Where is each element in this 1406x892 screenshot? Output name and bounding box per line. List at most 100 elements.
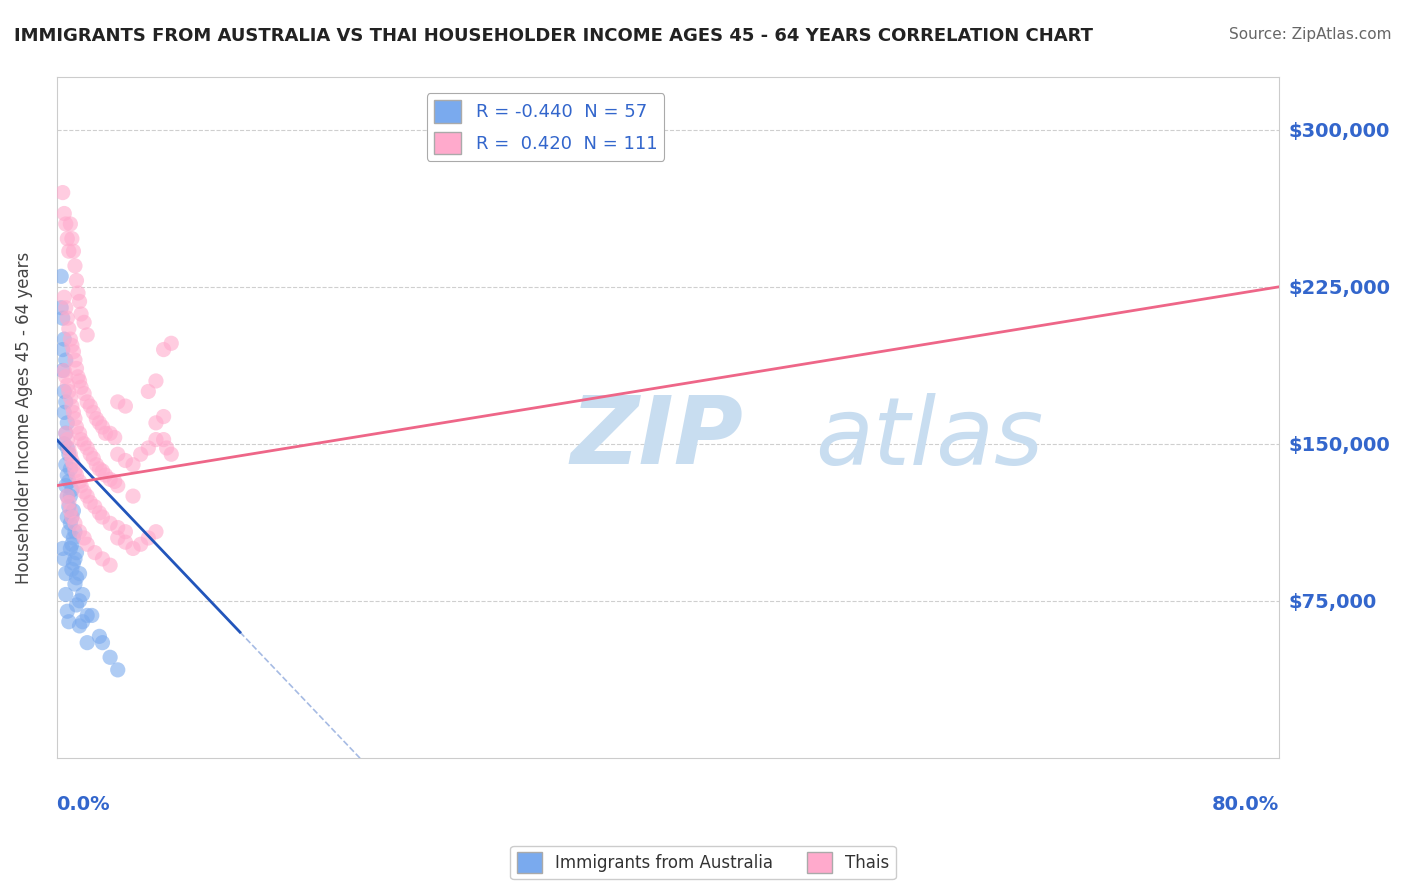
Point bbox=[152, 433, 174, 447]
Point bbox=[65, 420, 87, 434]
Point bbox=[73, 315, 96, 329]
Point bbox=[60, 537, 83, 551]
Point bbox=[91, 464, 114, 478]
Point bbox=[55, 458, 77, 472]
Point bbox=[55, 587, 77, 601]
Point bbox=[152, 409, 174, 424]
Point bbox=[55, 426, 77, 441]
Point bbox=[56, 441, 79, 455]
Point bbox=[53, 437, 76, 451]
Point bbox=[58, 500, 80, 514]
Point bbox=[98, 558, 121, 573]
Point bbox=[53, 332, 76, 346]
Text: IMMIGRANTS FROM AUSTRALIA VS THAI HOUSEHOLDER INCOME AGES 45 - 64 YEARS CORRELAT: IMMIGRANTS FROM AUSTRALIA VS THAI HOUSEH… bbox=[14, 27, 1092, 45]
Point bbox=[65, 598, 87, 612]
Y-axis label: Householder Income Ages 45 - 64 years: Householder Income Ages 45 - 64 years bbox=[15, 252, 32, 583]
Point bbox=[59, 447, 82, 461]
Point bbox=[53, 405, 76, 419]
Point bbox=[55, 426, 77, 441]
Point bbox=[145, 416, 167, 430]
Point bbox=[156, 441, 179, 455]
Point bbox=[53, 384, 76, 399]
Point bbox=[62, 344, 84, 359]
Point bbox=[79, 447, 101, 461]
Point bbox=[60, 453, 83, 467]
Point bbox=[69, 619, 91, 633]
Point bbox=[58, 384, 80, 399]
Point bbox=[55, 566, 77, 581]
Point bbox=[63, 259, 86, 273]
Point bbox=[145, 374, 167, 388]
Point bbox=[62, 458, 84, 472]
Point bbox=[60, 338, 83, 352]
Point bbox=[145, 524, 167, 539]
Point bbox=[107, 531, 129, 545]
Point bbox=[63, 464, 86, 478]
Point bbox=[56, 311, 79, 326]
Point bbox=[51, 301, 73, 315]
Point bbox=[70, 307, 93, 321]
Point bbox=[52, 343, 75, 357]
Point bbox=[122, 541, 145, 556]
Point bbox=[65, 571, 87, 585]
Point bbox=[63, 516, 86, 531]
Point bbox=[51, 269, 73, 284]
Point bbox=[69, 594, 91, 608]
Point bbox=[91, 420, 114, 434]
Point bbox=[58, 441, 80, 455]
Point bbox=[70, 380, 93, 394]
Point bbox=[62, 405, 84, 419]
Point bbox=[69, 524, 91, 539]
Point bbox=[145, 433, 167, 447]
Point bbox=[53, 552, 76, 566]
Point bbox=[55, 369, 77, 384]
Point bbox=[160, 447, 183, 461]
Point bbox=[56, 489, 79, 503]
Point bbox=[60, 232, 83, 246]
Point bbox=[91, 635, 114, 649]
Point bbox=[114, 524, 136, 539]
Point bbox=[82, 451, 104, 466]
Point bbox=[66, 286, 89, 301]
Point bbox=[83, 546, 105, 560]
Point bbox=[58, 495, 80, 509]
Point bbox=[114, 453, 136, 467]
Point bbox=[89, 416, 111, 430]
Point bbox=[72, 587, 94, 601]
Point bbox=[60, 510, 83, 524]
Point bbox=[59, 504, 82, 518]
Point bbox=[65, 546, 87, 560]
Point bbox=[86, 411, 108, 425]
Point bbox=[58, 615, 80, 629]
Point bbox=[76, 489, 98, 503]
Text: ZIP: ZIP bbox=[569, 392, 742, 484]
Point bbox=[52, 311, 75, 326]
Point bbox=[55, 395, 77, 409]
Point bbox=[107, 478, 129, 492]
Point bbox=[58, 244, 80, 259]
Point bbox=[55, 217, 77, 231]
Point bbox=[104, 430, 127, 444]
Point bbox=[56, 378, 79, 392]
Point bbox=[62, 504, 84, 518]
Point bbox=[129, 537, 152, 551]
Point bbox=[76, 608, 98, 623]
Point bbox=[56, 416, 79, 430]
Point bbox=[55, 353, 77, 368]
Text: Source: ZipAtlas.com: Source: ZipAtlas.com bbox=[1229, 27, 1392, 42]
Point bbox=[65, 361, 87, 376]
Point bbox=[114, 535, 136, 549]
Point bbox=[76, 537, 98, 551]
Point bbox=[136, 384, 159, 399]
Point bbox=[91, 552, 114, 566]
Point bbox=[53, 290, 76, 304]
Point bbox=[98, 516, 121, 531]
Point bbox=[89, 506, 111, 520]
Point bbox=[98, 472, 121, 486]
Point bbox=[62, 244, 84, 259]
Point bbox=[56, 604, 79, 618]
Point bbox=[69, 426, 91, 441]
Point bbox=[107, 663, 129, 677]
Point bbox=[73, 437, 96, 451]
Point bbox=[66, 369, 89, 384]
